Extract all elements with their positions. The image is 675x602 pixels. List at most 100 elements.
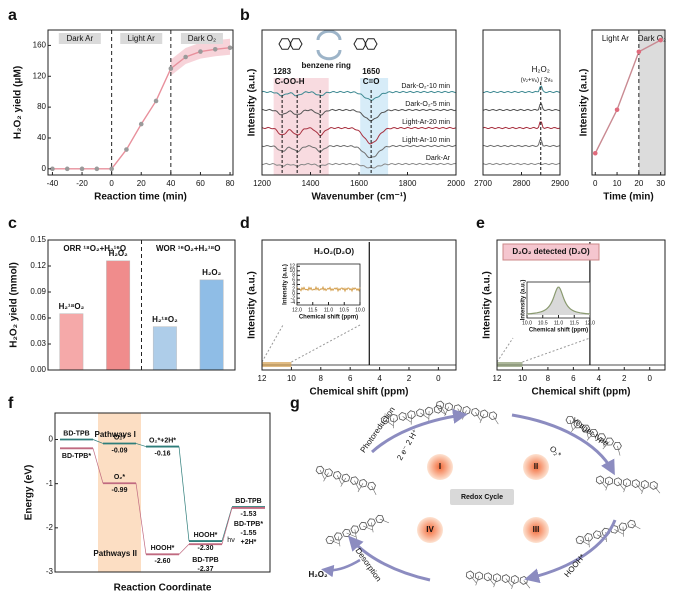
molecule-chain bbox=[588, 537, 590, 548]
x-tick-label: 12.0 bbox=[292, 307, 302, 313]
x-axis-label: Reaction Coordinate bbox=[114, 583, 212, 594]
molecule-chain bbox=[475, 411, 481, 421]
center-box bbox=[450, 489, 514, 505]
molecule-chain bbox=[323, 472, 329, 482]
y-tick-label: 0.03 bbox=[30, 339, 46, 348]
molecule bbox=[342, 528, 351, 538]
molecule-chain bbox=[336, 475, 342, 485]
molecule bbox=[581, 424, 591, 433]
phase-label: Light Ar bbox=[602, 34, 629, 43]
energy-connector bbox=[178, 543, 190, 555]
molecule-ring bbox=[364, 38, 378, 50]
molecule-chain bbox=[340, 477, 347, 487]
x-tick-label: -40 bbox=[47, 179, 59, 188]
diagram-label: Desorption bbox=[354, 546, 384, 583]
molecule bbox=[622, 478, 631, 488]
x-tick-label: 10.5 bbox=[538, 320, 548, 326]
molecule bbox=[573, 420, 583, 429]
y-tick-label: 12 bbox=[289, 264, 295, 270]
phase-label: Dark O₂ bbox=[638, 34, 666, 43]
peak-assignment: O-H bbox=[290, 77, 305, 86]
product-arrow bbox=[321, 558, 361, 578]
x-tick-label: 12 bbox=[258, 374, 267, 383]
title-box bbox=[502, 243, 600, 261]
zoom-region bbox=[497, 362, 523, 367]
peak-position: 1283 bbox=[273, 67, 291, 76]
phase-box bbox=[120, 33, 163, 44]
x-tick-label: 11.5 bbox=[308, 307, 318, 313]
molecule bbox=[627, 519, 636, 529]
molecule bbox=[483, 572, 493, 582]
panel-label: d bbox=[240, 215, 250, 232]
x-tick-label: 30 bbox=[656, 179, 665, 188]
molecule bbox=[332, 471, 342, 480]
molecule-chain bbox=[631, 523, 641, 530]
y-tick-label: 0.15 bbox=[30, 235, 46, 244]
cycle-arrow bbox=[348, 535, 431, 582]
molecule bbox=[510, 575, 519, 584]
molecule bbox=[471, 407, 480, 417]
y-tick-label: -2 bbox=[46, 523, 54, 532]
molecule-chain bbox=[653, 485, 661, 494]
x-axis-label: Chemical shift (ppm) bbox=[310, 387, 409, 398]
molecule bbox=[592, 530, 602, 539]
molecule-chain bbox=[371, 522, 374, 533]
step-label: BD-TPB bbox=[235, 498, 261, 505]
step-label: HOOH* bbox=[194, 532, 218, 539]
diagram-label: H₂O₂ bbox=[308, 570, 328, 579]
phase-shade bbox=[638, 30, 665, 175]
plot-frame bbox=[261, 239, 457, 371]
molecule bbox=[358, 521, 368, 531]
inset-frame bbox=[296, 263, 361, 306]
phase-label: Dark O₂ bbox=[188, 34, 216, 43]
step-label: BD-TPB bbox=[192, 557, 218, 564]
molecule-chain bbox=[617, 445, 621, 456]
x-tick-label: 6 bbox=[348, 374, 353, 383]
data-point bbox=[212, 46, 218, 52]
x-tick-label: 60 bbox=[196, 179, 205, 188]
molecule bbox=[444, 402, 454, 412]
x-axis-label: Time (min) bbox=[603, 192, 653, 203]
panel-label: g bbox=[290, 395, 300, 412]
stage-orb bbox=[417, 517, 443, 543]
x-tick-label: 0 bbox=[593, 179, 598, 188]
molecule-chain bbox=[354, 529, 357, 540]
group-title: ORR ¹⁸O₂+H₂¹⁶O bbox=[63, 244, 126, 253]
data-point bbox=[227, 45, 233, 51]
data-line bbox=[52, 47, 231, 170]
data-point bbox=[168, 66, 174, 71]
molecule bbox=[649, 480, 658, 490]
molecule bbox=[375, 514, 385, 524]
inset-x-label: Chemical shift (ppm) bbox=[299, 315, 358, 321]
y-tick-label: 10 bbox=[289, 268, 295, 274]
data-point bbox=[109, 166, 114, 172]
x-tick-label: 8 bbox=[546, 374, 551, 383]
molecule-chain bbox=[635, 483, 643, 492]
series-label: Dark-O₂-10 min bbox=[401, 83, 450, 90]
x-tick-label: 12 bbox=[493, 374, 502, 383]
peak-position: 1650 bbox=[362, 67, 380, 76]
stage-orb bbox=[427, 454, 453, 480]
bar bbox=[106, 260, 131, 371]
value-label: -0.09 bbox=[112, 447, 128, 454]
molecule-chain bbox=[475, 575, 480, 586]
molecule-chain bbox=[420, 412, 429, 419]
molecule-chain bbox=[319, 469, 325, 480]
molecule bbox=[618, 522, 628, 531]
x-tick-label: 10 bbox=[287, 374, 296, 383]
molecule bbox=[479, 409, 489, 419]
panel-label: b bbox=[240, 7, 250, 24]
x-tick-label: 1200 bbox=[253, 179, 271, 188]
stage-orb bbox=[523, 517, 549, 543]
series-label: Dark-O₂-5 min bbox=[405, 101, 450, 108]
molecule bbox=[501, 574, 510, 584]
stage-label: III bbox=[533, 525, 540, 534]
x-tick-label: 4 bbox=[377, 374, 382, 383]
molecule bbox=[462, 405, 471, 415]
zoom-guide bbox=[261, 324, 361, 363]
x-tick-label: 2900 bbox=[551, 179, 569, 188]
molecule bbox=[358, 479, 368, 488]
molecule-ring bbox=[278, 38, 292, 50]
error-band bbox=[170, 38, 231, 76]
